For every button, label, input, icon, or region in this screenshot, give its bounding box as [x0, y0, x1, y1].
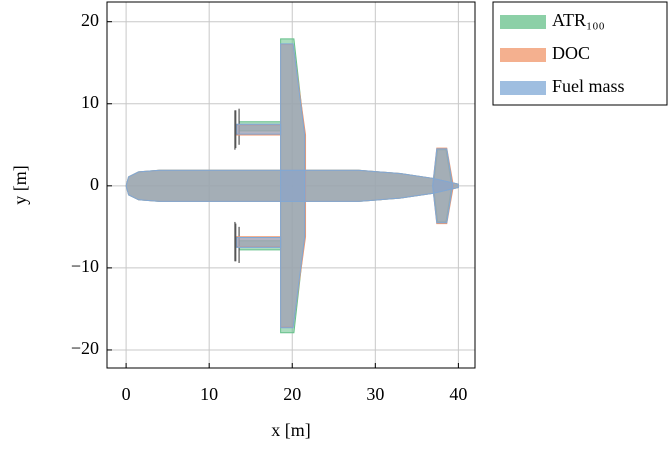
x-tick-label: 0: [122, 384, 131, 404]
x-tick-label: 30: [366, 384, 384, 404]
legend-swatch: [500, 48, 546, 62]
legend-swatch: [500, 81, 546, 95]
x-axis-label: x [m]: [271, 420, 311, 440]
legend-swatch: [500, 15, 546, 29]
y-tick-label: 10: [81, 92, 99, 112]
x-tick-label: 20: [283, 384, 301, 404]
axes-frame: [106, 1, 476, 369]
y-tick-label: 0: [90, 174, 99, 194]
component-outline: [236, 123, 282, 135]
y-tick-label: 20: [81, 10, 99, 30]
legend-label: DOC: [552, 43, 590, 63]
legend-label: ATR₁₀₀: [552, 10, 605, 30]
plot-area: [125, 38, 459, 334]
y-tick-label: −10: [71, 256, 99, 276]
component-outline: [432, 148, 454, 224]
component-outline: [280, 43, 306, 329]
y-tick-label: −20: [71, 338, 99, 358]
y-axis-label: y [m]: [10, 165, 30, 205]
legend-label: Fuel mass: [552, 76, 625, 96]
x-tick-label: 10: [200, 384, 218, 404]
legend: ATR₁₀₀ DOC Fuel mass: [492, 1, 668, 106]
x-tick-label: 40: [449, 384, 467, 404]
component-outline: [236, 237, 282, 248]
